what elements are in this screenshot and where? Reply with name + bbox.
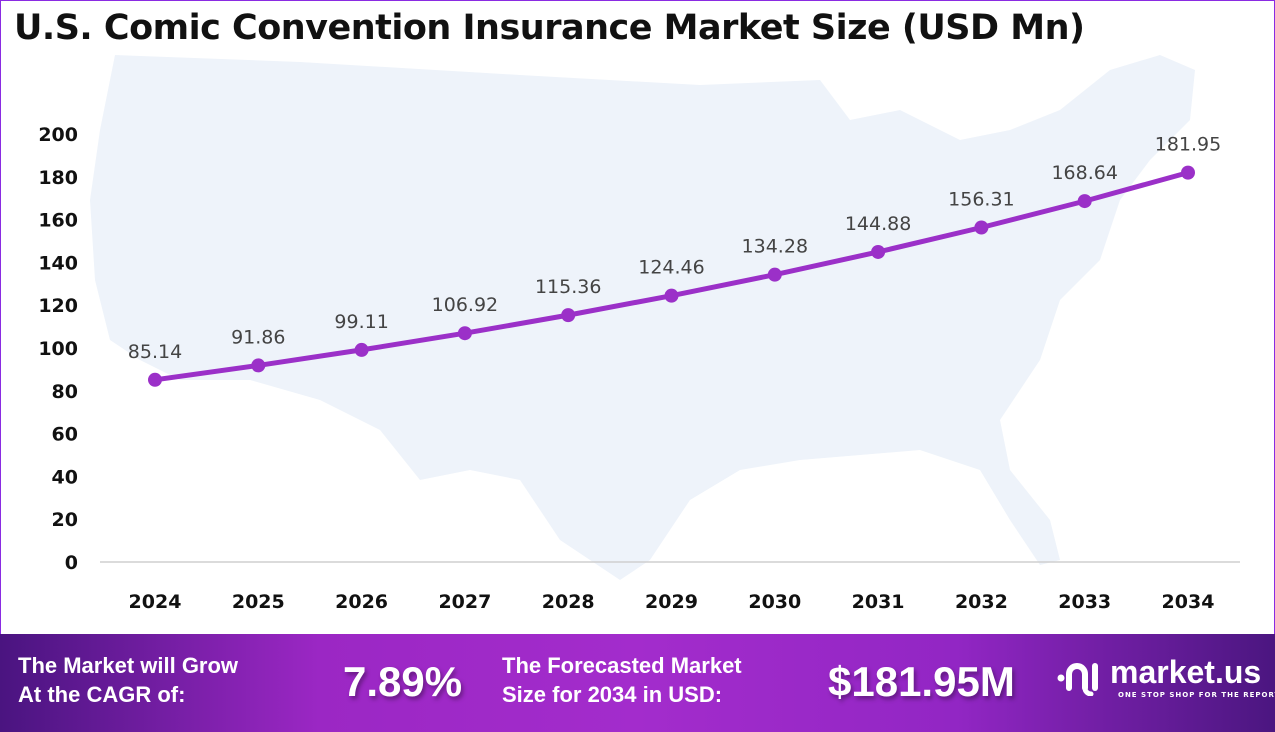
data-point	[251, 358, 266, 373]
market-us-logo-icon	[1057, 663, 1098, 696]
y-tick-label: 100	[38, 338, 78, 360]
y-tick-label: 60	[52, 424, 78, 446]
y-tick-label: 20	[52, 509, 78, 531]
x-tick-label: 2034	[1162, 591, 1215, 613]
x-tick-label: 2033	[1058, 591, 1111, 613]
x-tick-label: 2027	[438, 591, 491, 613]
y-tick-label: 160	[38, 210, 78, 232]
data-point	[1077, 194, 1092, 209]
data-label: 168.64	[1051, 162, 1117, 184]
x-tick-label: 2026	[335, 591, 388, 613]
data-point	[974, 220, 989, 235]
forecast-value: $181.95M	[828, 658, 1015, 705]
logo-tagline: ONE STOP SHOP FOR THE REPORTS	[1118, 691, 1275, 699]
x-tick-label: 2025	[232, 591, 285, 613]
cagr-label-line1: The Market will Grow	[18, 653, 239, 678]
data-point	[664, 288, 679, 303]
data-point	[561, 308, 576, 323]
data-label: 99.11	[334, 311, 388, 333]
y-tick-label: 40	[52, 466, 78, 488]
data-label: 106.92	[432, 294, 498, 316]
data-point	[767, 267, 782, 282]
data-point	[1181, 165, 1195, 180]
data-label: 156.31	[948, 188, 1014, 210]
data-label: 124.46	[638, 257, 704, 279]
forecast-label-line1: The Forecasted Market	[502, 653, 742, 678]
y-tick-label: 0	[65, 552, 78, 574]
data-point	[148, 372, 162, 387]
y-tick-label: 80	[52, 381, 78, 403]
line-chart: 0 20 40 60 80 100 120 140 160 180 200 2024 2025 2026…	[38, 55, 1240, 613]
cagr-label-line2: At the CAGR of:	[18, 682, 186, 707]
forecast-label-line2: Size for 2034 in USD:	[502, 682, 723, 707]
cagr-label: The Market will Grow At the CAGR of:	[18, 651, 238, 709]
cagr-value: 7.89%	[343, 658, 463, 705]
data-point	[457, 326, 472, 341]
data-point	[871, 244, 886, 259]
x-tick-label: 2032	[955, 591, 1008, 613]
data-label: 115.36	[535, 276, 601, 298]
data-point	[354, 342, 369, 357]
y-tick-label: 180	[38, 167, 78, 189]
data-label: 134.28	[742, 236, 808, 258]
chart-title: U.S. Comic Convention Insurance Market S…	[14, 8, 1085, 48]
x-tick-label: 2029	[645, 591, 698, 613]
data-label: 85.14	[128, 341, 182, 363]
x-tick-label: 2030	[748, 591, 801, 613]
footer-banner: The Market will Grow At the CAGR of: 7.8…	[0, 634, 1275, 732]
x-tick-label: 2031	[852, 591, 905, 613]
x-tick-label: 2024	[129, 591, 182, 613]
y-tick-label: 140	[38, 252, 78, 274]
data-label: 181.95	[1155, 134, 1221, 156]
forecast-label: The Forecasted Market Size for 2034 in U…	[502, 651, 742, 709]
x-tick-label: 2028	[542, 591, 595, 613]
y-tick-label: 120	[38, 295, 78, 317]
data-label: 91.86	[231, 326, 285, 348]
data-label: 144.88	[845, 213, 911, 235]
us-map-background	[90, 55, 1195, 580]
logo-name: market.us	[1110, 654, 1262, 690]
y-tick-label: 200	[38, 124, 78, 146]
